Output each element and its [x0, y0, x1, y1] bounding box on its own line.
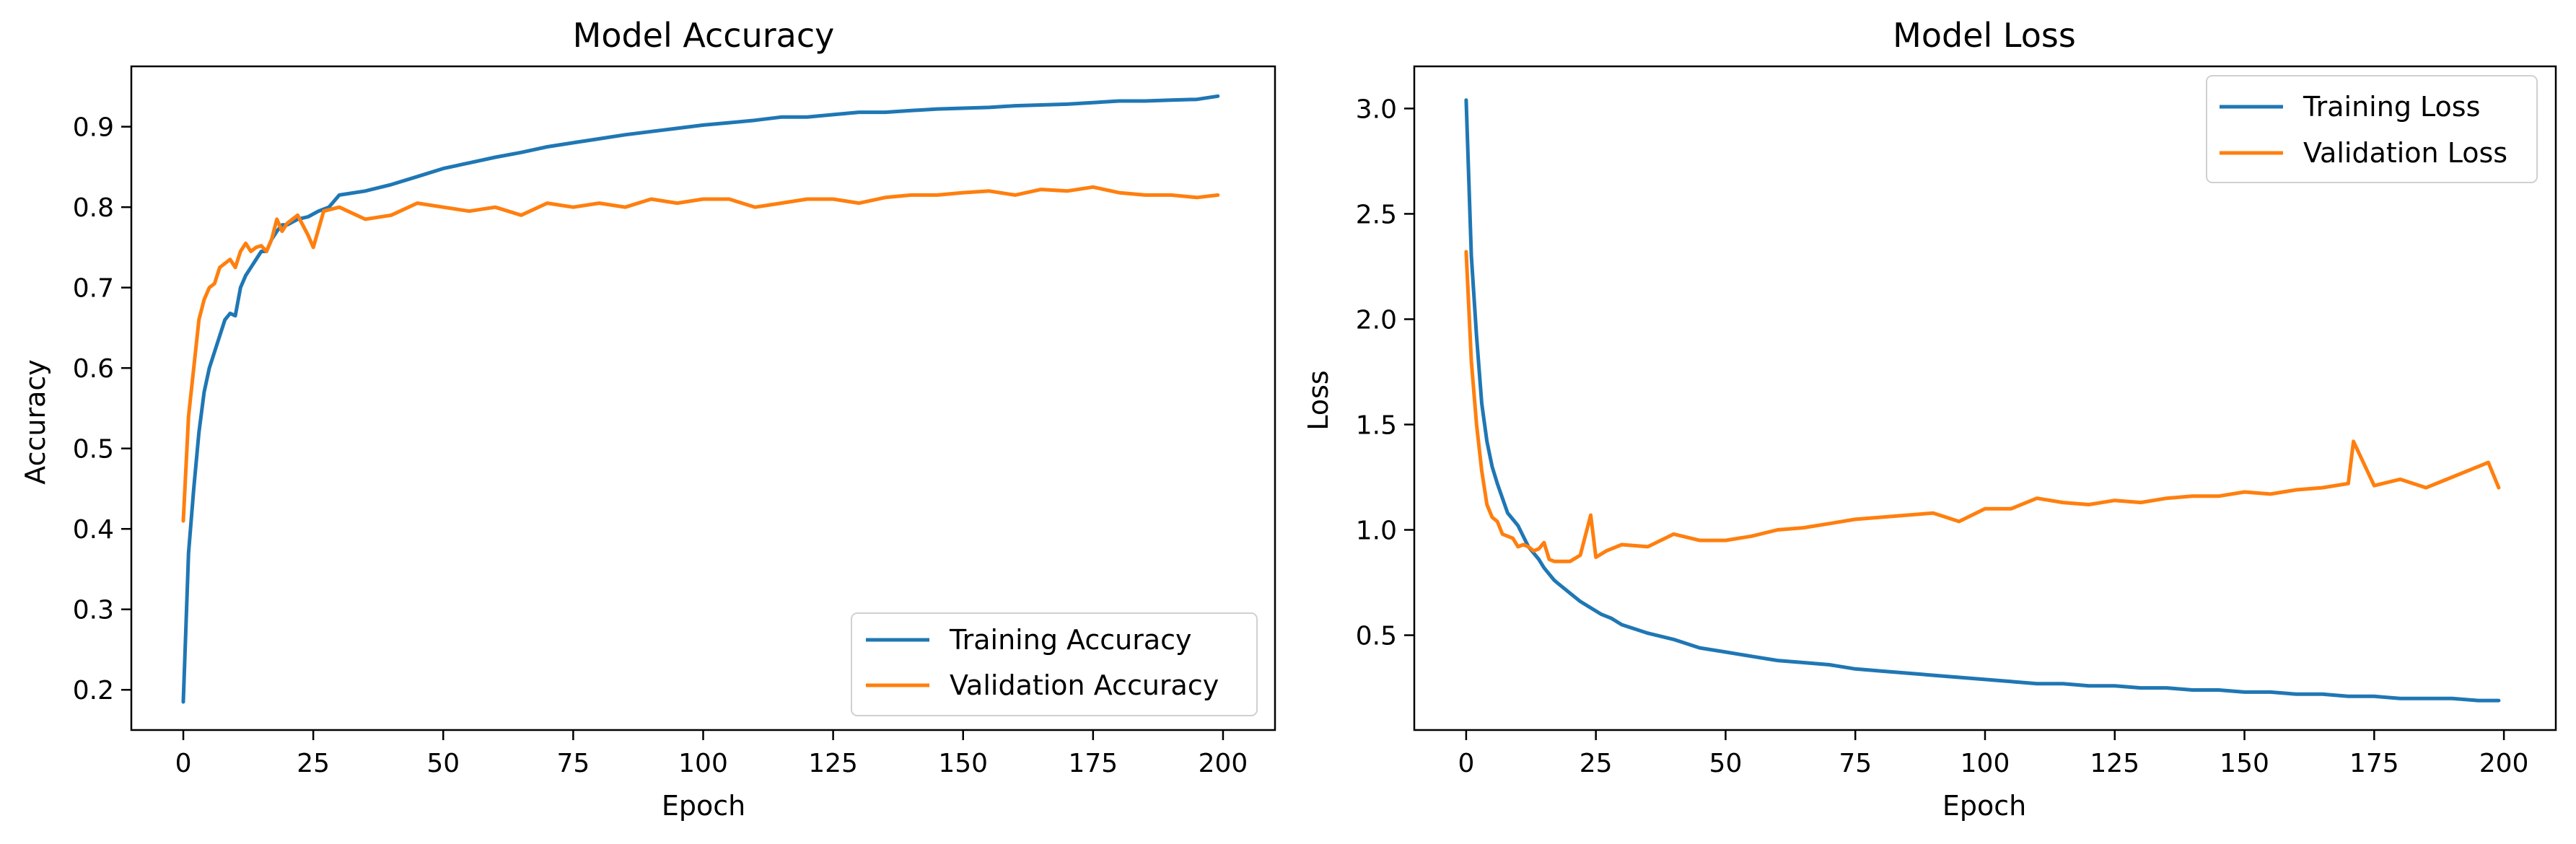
- loss-legend-val-label: Validation Loss: [2303, 137, 2507, 169]
- loss-x-tick-label: 200: [2479, 749, 2529, 778]
- accuracy-x-tick-label: 150: [938, 749, 988, 778]
- accuracy-chart: Model Accuracy Epoch Accuracy 0 25 50 75 100…: [19, 16, 1276, 822]
- loss-x-tick-label: 125: [2090, 749, 2139, 778]
- accuracy-x-tick-label: 75: [556, 749, 590, 778]
- loss-y-axis-label: Loss: [1302, 370, 1334, 430]
- accuracy-y-tick-label: 0.3: [73, 596, 114, 625]
- accuracy-x-tick-label: 25: [297, 749, 330, 778]
- loss-chart-title: Model Loss: [1893, 16, 2076, 55]
- accuracy-y-tick-label: 0.7: [73, 274, 114, 304]
- accuracy-legend-train-label: Training Accuracy: [949, 624, 1192, 656]
- loss-y-tick-label: 1.5: [1356, 411, 1397, 441]
- accuracy-x-tick-label: 0: [175, 749, 192, 778]
- accuracy-legend-val-label: Validation Accuracy: [950, 669, 1219, 701]
- loss-plot-area: 0 25 50 75 100 125 150 175 200 0.5 1.0 1.5 2.0 2.5 3.0: [1356, 65, 2557, 778]
- loss-y-tick-label: 2.0: [1356, 305, 1397, 335]
- loss-x-axis-label: Epoch: [1942, 790, 2026, 822]
- loss-y-tick-label: 1.0: [1356, 516, 1397, 546]
- loss-legend-box: [2206, 75, 2538, 183]
- accuracy-y-axis-label: Accuracy: [19, 359, 51, 485]
- loss-x-tick-label: 25: [1580, 749, 1613, 778]
- accuracy-y-tick-label: 0.2: [73, 676, 114, 705]
- accuracy-x-tick-label: 125: [808, 749, 858, 778]
- accuracy-plot-area: 0 25 50 75 100 125 150 175 200 0.2 0.3 0.4 0.5 0.6 0.7…: [73, 65, 1276, 778]
- accuracy-x-axis-label: Epoch: [662, 790, 745, 822]
- accuracy-series-training-line: [181, 94, 1220, 704]
- accuracy-y-tick-label: 0.5: [73, 435, 114, 465]
- accuracy-y-tick-label: 0.8: [73, 193, 114, 223]
- loss-series-training-line: [1464, 98, 2501, 703]
- accuracy-x-tick-label: 175: [1068, 749, 1118, 778]
- loss-y-tick-label: 2.5: [1356, 200, 1397, 229]
- accuracy-x-tick-label: 50: [426, 749, 460, 778]
- accuracy-x-tick-label: 100: [678, 749, 728, 778]
- loss-x-tick-label: 175: [2349, 749, 2399, 778]
- loss-x-tick-label: 100: [1961, 749, 2010, 778]
- loss-x-tick-label: 150: [2220, 749, 2269, 778]
- loss-x-tick-label: 75: [1839, 749, 1872, 778]
- accuracy-y-tick-label: 0.9: [73, 113, 114, 143]
- accuracy-x-tick-label: 200: [1199, 749, 1248, 778]
- accuracy-y-tick-label: 0.4: [73, 515, 114, 545]
- loss-legend-train-label: Training Loss: [2303, 91, 2480, 123]
- accuracy-legend-box: [851, 612, 1258, 716]
- loss-legend: Training Loss Validation Loss: [2206, 75, 2538, 183]
- accuracy-chart-title: Model Accuracy: [573, 16, 835, 55]
- loss-chart: Model Loss Epoch Loss 0 25 50 75 100 125 150 17…: [1302, 16, 2557, 822]
- accuracy-y-tick-label: 0.6: [73, 354, 114, 384]
- accuracy-legend: Training Accuracy Validation Accuracy: [851, 612, 1258, 716]
- accuracy-series-validation-line: [181, 185, 1220, 523]
- loss-y-tick-label: 0.5: [1356, 622, 1397, 651]
- loss-y-tick-label: 3.0: [1356, 94, 1397, 124]
- loss-series-validation-line: [1464, 250, 2501, 563]
- loss-x-tick-label: 50: [1709, 749, 1743, 778]
- loss-x-tick-label: 0: [1458, 749, 1474, 778]
